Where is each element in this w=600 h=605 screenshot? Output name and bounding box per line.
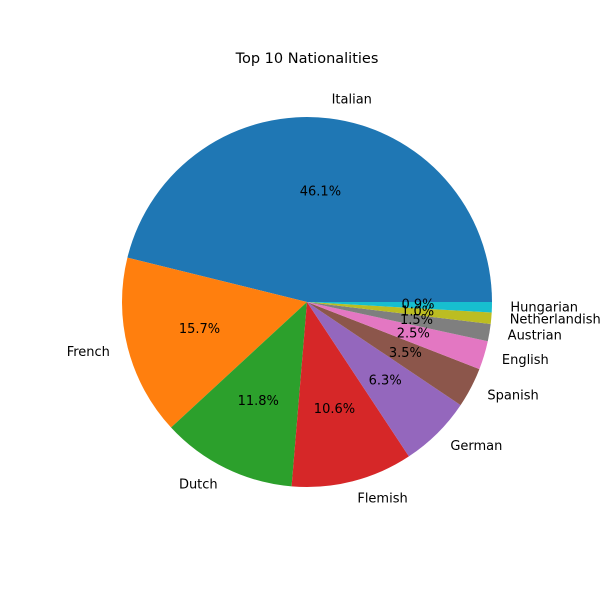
pie-slice-flemish (291, 302, 409, 488)
slice-label-hungarian: Hungarian (510, 300, 578, 315)
percent-label-english: 2.5% (397, 327, 430, 342)
percent-label-dutch: 11.8% (238, 394, 279, 409)
pie-slice-french (122, 257, 307, 428)
percent-label-spanish: 3.5% (389, 346, 422, 361)
pie-percent-labels: 46.1% 15.7% 11.8% 10.6% 6.3% 3.5% 2.5%1.5%1.0%… (179, 184, 435, 417)
slice-label-french: French (67, 345, 110, 360)
pie-slice-german (307, 302, 461, 457)
pie-slice-hungarian (307, 302, 492, 313)
pie-slice-dutch (171, 302, 307, 487)
percent-label-flemish: 10.6% (314, 402, 355, 417)
percent-label-german: 6.3% (369, 373, 402, 388)
slice-label-netherlandish: Netherlandish (510, 312, 600, 327)
pie-slice-spanish (307, 302, 480, 406)
slice-label-english: English (502, 353, 549, 368)
slice-label-flemish: Flemish (357, 492, 407, 507)
pie-slice-english (307, 302, 488, 370)
percent-label-italian: 46.1% (300, 184, 341, 199)
slice-label-austrian: Austrian (508, 328, 562, 343)
slice-label-spanish: Spanish (487, 389, 538, 404)
pie-slice-netherlandish (307, 302, 492, 325)
pie-slice-austrian (307, 302, 491, 342)
slice-label-italian: Italian (332, 92, 372, 107)
chart-title: Top 10 Nationalities (235, 51, 379, 67)
percent-label-netherlandish: 1.0% (401, 304, 434, 319)
pie-labels: Italian French Dutch Flemish German Spanish En… (67, 92, 600, 506)
percent-label-hungarian: 0.9% (401, 298, 434, 313)
pie-slices (122, 117, 493, 488)
percent-label-french: 15.7% (179, 322, 220, 337)
slice-label-dutch: Dutch (179, 477, 218, 492)
percent-label-austrian: 1.5% (400, 313, 433, 328)
pie-slice-italian (127, 117, 493, 302)
slice-label-german: German (450, 439, 502, 454)
